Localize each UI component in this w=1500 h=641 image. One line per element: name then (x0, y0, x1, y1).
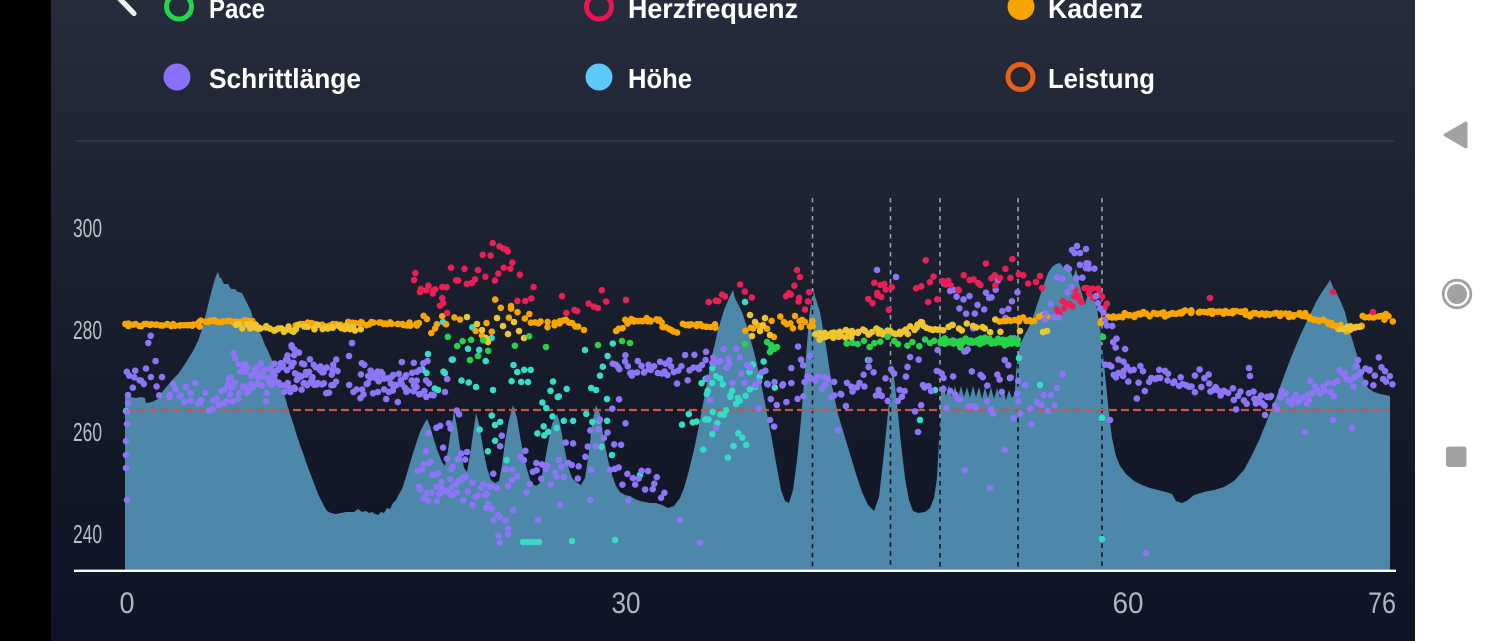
svg-text:30: 30 (612, 587, 641, 620)
svg-text:0: 0 (120, 587, 135, 620)
svg-text:300: 300 (73, 213, 102, 243)
svg-text:Pace: Pace (209, 0, 265, 24)
svg-text:280: 280 (73, 315, 102, 345)
svg-text:76: 76 (1368, 587, 1396, 620)
svg-text:260: 260 (73, 417, 102, 447)
svg-text:Kadenz: Kadenz (1048, 0, 1143, 24)
svg-text:Herzfrequenz: Herzfrequenz (628, 0, 798, 24)
svg-text:60: 60 (1113, 587, 1144, 620)
svg-text:240: 240 (73, 519, 102, 549)
svg-text:Leistung: Leistung (1048, 63, 1155, 94)
svg-text:Schrittlänge: Schrittlänge (209, 63, 361, 94)
svg-text:Höhe: Höhe (628, 63, 692, 94)
